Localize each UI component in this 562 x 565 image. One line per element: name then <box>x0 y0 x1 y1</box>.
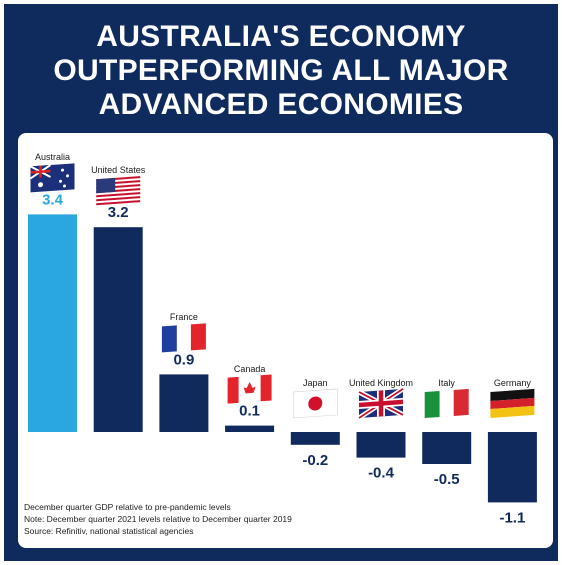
bar <box>225 425 275 432</box>
flag-icon <box>292 388 338 419</box>
value-label: -0.4 <box>368 465 395 482</box>
bar <box>290 432 340 445</box>
value-label: 0.1 <box>239 403 260 420</box>
flag-icon <box>161 323 206 353</box>
value-label: -0.2 <box>302 452 328 469</box>
value-label: 3.4 <box>42 191 64 208</box>
flag-icon <box>29 162 76 194</box>
bar <box>487 432 537 503</box>
flag-icon <box>490 388 535 418</box>
footnote: Source: Refinitiv, national statistical … <box>24 526 194 536</box>
bar <box>422 432 472 464</box>
bar <box>356 432 406 458</box>
value-label: -1.1 <box>499 509 525 526</box>
bar <box>159 374 209 432</box>
value-label: -0.5 <box>434 471 460 488</box>
category-label: Germany <box>493 378 531 388</box>
category-label: Italy <box>438 378 455 388</box>
flag-icon <box>95 175 142 207</box>
category-label: France <box>169 312 198 323</box>
flag-icon <box>424 388 469 418</box>
bar <box>28 214 77 432</box>
bar <box>93 227 143 432</box>
value-label: 0.9 <box>173 351 194 368</box>
category-label: United States <box>91 165 146 176</box>
flag-icon <box>227 374 272 404</box>
category-label: Canada <box>233 363 266 374</box>
footnote: December quarter GDP relative to pre-pan… <box>24 502 231 512</box>
category-label: Australia <box>34 152 70 163</box>
value-label: 3.2 <box>108 204 129 221</box>
footnote: Note: December quarter 2021 levels relat… <box>24 514 292 524</box>
chart-title: AUSTRALIA'S ECONOMY OUTPERFORMING ALL MA… <box>53 20 509 121</box>
category-label: Japan <box>303 378 328 388</box>
category-label: United Kingdom <box>348 378 414 388</box>
flag-icon <box>359 389 403 418</box>
